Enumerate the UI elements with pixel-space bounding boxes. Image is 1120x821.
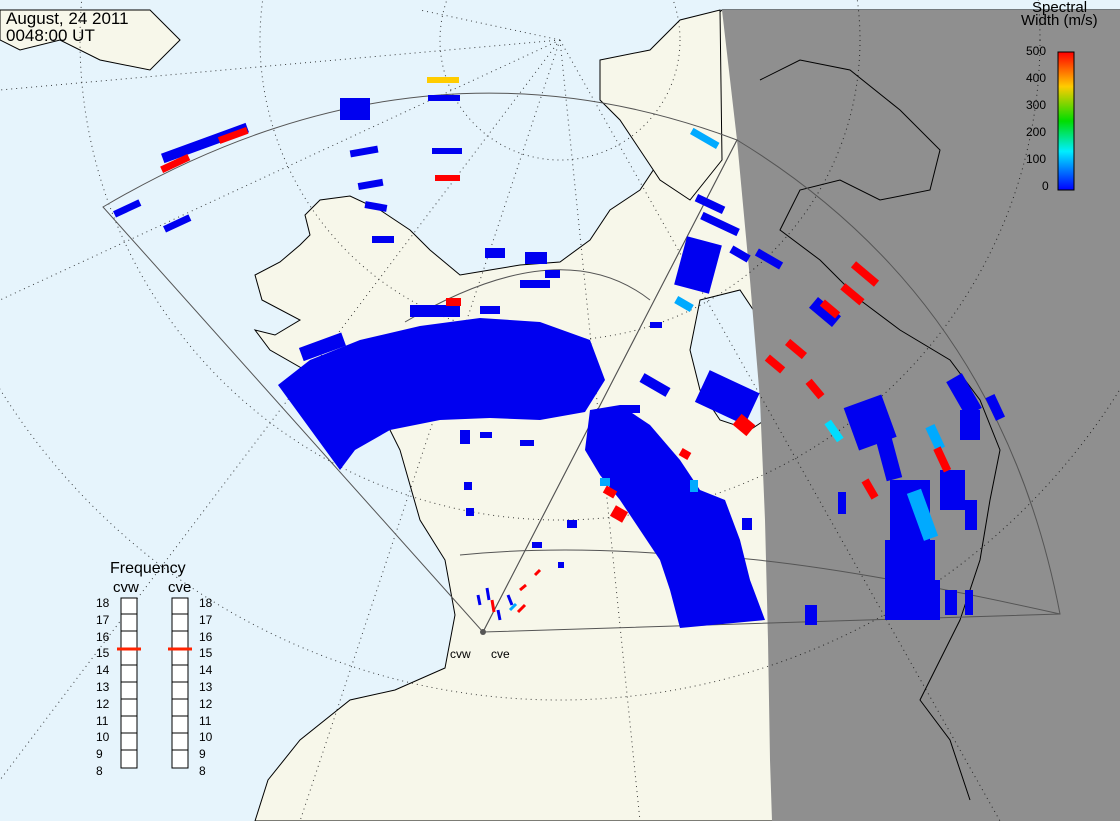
freq-tick-label: 14 bbox=[199, 663, 213, 678]
freq-tick-label: 10 bbox=[96, 730, 110, 745]
freq-scale-cve bbox=[171, 597, 189, 769]
scatter-band-cve bbox=[585, 405, 765, 628]
fov-near-arc bbox=[459, 549, 681, 556]
scatter-light bbox=[600, 127, 946, 541]
freq-tick-label: 9 bbox=[96, 747, 103, 762]
colorbar-scale bbox=[1057, 51, 1075, 191]
freq-tick-label: 15 bbox=[96, 646, 110, 661]
scatter-band-cvw bbox=[278, 318, 605, 470]
freq-tick-label: 18 bbox=[96, 596, 110, 610]
freq-site-cve: cve bbox=[168, 579, 192, 596]
freq-tick-label: 9 bbox=[199, 747, 206, 762]
fov-range-arc bbox=[404, 269, 651, 323]
date-label: August, 24 2011 bbox=[6, 9, 129, 28]
colorbar-tick: 0 bbox=[1042, 179, 1049, 193]
freq-tick-label: 13 bbox=[96, 680, 110, 694]
scatter-cvw bbox=[113, 95, 605, 516]
colorbar-title-line1: Spectral bbox=[1032, 0, 1088, 16]
freq-site-cvw: cvw bbox=[113, 579, 139, 596]
land-islands bbox=[599, 9, 723, 201]
freq-tick-label: 18 bbox=[199, 596, 213, 610]
freq-tick-label: 12 bbox=[199, 696, 213, 711]
time-label: 0048:00 UT bbox=[6, 26, 95, 45]
freq-tick-label: 17 bbox=[199, 612, 213, 627]
colorbar-tick: 200 bbox=[1026, 125, 1047, 139]
frequency-title: Frequency bbox=[110, 560, 186, 577]
freq-tick-label: 11 bbox=[199, 713, 212, 728]
colorbar-tick: 500 bbox=[1026, 44, 1047, 58]
frequency-scales bbox=[120, 597, 189, 769]
freq-tick-label: 11 bbox=[96, 713, 109, 728]
radar-site-marker bbox=[480, 629, 486, 635]
land-greenland-west bbox=[0, 9, 181, 71]
freq-tick-label: 10 bbox=[199, 730, 213, 745]
freq-tick-label: 14 bbox=[96, 663, 110, 678]
fov-cve bbox=[482, 139, 1061, 633]
freq-tick-label: 8 bbox=[96, 764, 103, 778]
colorbar-tick: 400 bbox=[1026, 71, 1047, 85]
radar-site-label-cvw: cvw bbox=[450, 647, 471, 661]
colorbar-tick: 300 bbox=[1026, 98, 1047, 112]
freq-scale-cvw bbox=[120, 597, 138, 769]
night-terminator bbox=[722, 10, 1120, 821]
near-range-cells bbox=[476, 568, 542, 621]
freq-tick-label: 8 bbox=[199, 764, 206, 778]
scatter-yellow bbox=[427, 77, 459, 83]
freq-tick-label: 17 bbox=[96, 612, 110, 627]
fov-cvw bbox=[102, 92, 738, 633]
colorbar-title-line2: Width (m/s) bbox=[1021, 12, 1098, 29]
scatter-cve bbox=[485, 194, 1006, 628]
freq-tick-label: 15 bbox=[199, 646, 213, 661]
scatter-red bbox=[160, 127, 952, 523]
radar-site-label-cve: cve bbox=[491, 647, 510, 661]
freq-tick-label: 16 bbox=[199, 629, 213, 644]
freq-tick-label: 12 bbox=[96, 696, 110, 711]
colorbar-tick: 100 bbox=[1026, 152, 1047, 166]
freq-tick-label: 13 bbox=[199, 680, 213, 694]
freq-tick-label: 16 bbox=[96, 629, 110, 644]
